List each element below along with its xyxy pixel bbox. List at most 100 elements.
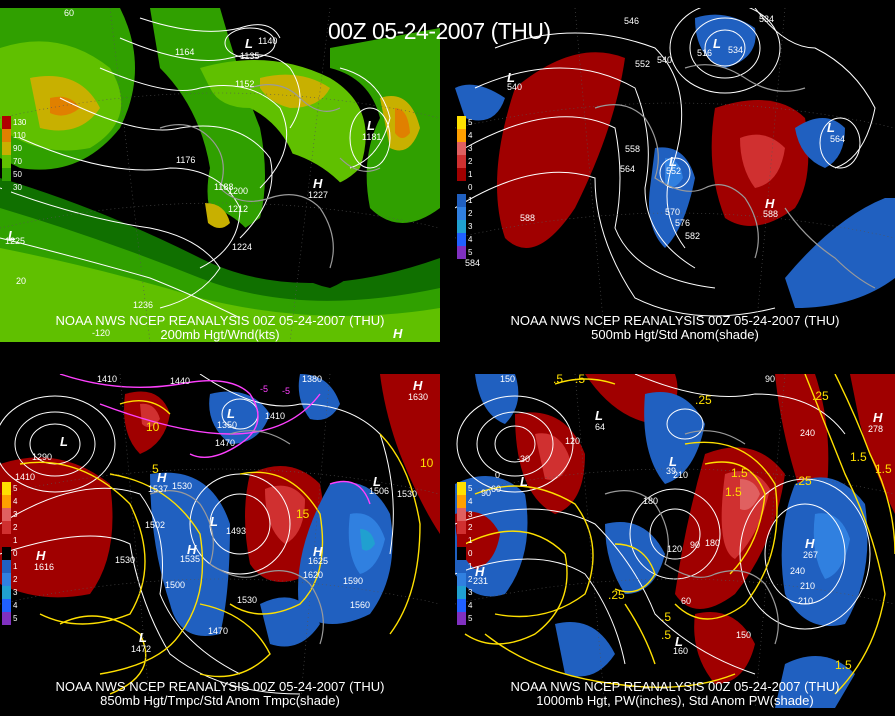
legend-swatch <box>457 560 466 573</box>
legend-label: 1 <box>13 536 18 545</box>
contour-label: 90 <box>765 374 776 384</box>
contour-label: 1140 <box>258 36 278 46</box>
legend-label: 5 <box>468 248 473 257</box>
center-value: 540 <box>507 82 523 92</box>
contour-label: 534 <box>728 45 744 55</box>
panel-500mb[interactable]: 5 4 3 2 1 0 1 2 3 4 5 546 534 552 540 51… <box>455 8 895 342</box>
contour-label: 150 <box>736 630 752 640</box>
legend-label: 4 <box>13 601 18 610</box>
pressure-center-low: L <box>245 36 253 51</box>
panel-200mb[interactable]: 130 110 90 70 50 30 60 -120 20 1164 1140… <box>0 8 440 342</box>
pressure-center-high: H <box>475 564 485 579</box>
center-value: 1630 <box>408 392 429 402</box>
legend-swatch <box>2 142 11 155</box>
legend-label: 30 <box>13 183 22 192</box>
pw-label: .25 <box>695 393 712 407</box>
legend-label: 0 <box>468 549 473 558</box>
contour-label: 1152 <box>235 79 255 89</box>
axis-label: -120 <box>92 328 111 338</box>
legend-swatch <box>2 116 11 129</box>
legend-label: 2 <box>468 575 473 584</box>
legend-swatch <box>457 194 466 207</box>
contour-label: 552 <box>635 59 651 69</box>
panel-field-caption: 200mb Hgt/Wnd(kts) <box>160 327 280 342</box>
pw-label: .25 <box>795 474 812 488</box>
panel-source-caption: NOAA NWS NCEP REANALYSIS 00Z 05-24-2007 … <box>55 679 385 694</box>
legend-label: 0 <box>468 183 473 192</box>
legend-label: 2 <box>468 157 473 166</box>
contour-label: 584 <box>465 258 481 268</box>
legend-label: 110 <box>13 131 26 140</box>
pressure-center-low: L <box>227 406 235 421</box>
legend-label: 1 <box>468 536 473 545</box>
pw-label: 1.5 <box>835 658 852 672</box>
legend-label: 3 <box>13 510 18 519</box>
contour-label: 180 <box>705 538 721 548</box>
axis-label: 60 <box>64 8 75 18</box>
pressure-center-low: L <box>669 154 677 169</box>
pressure-center-low: L <box>827 120 835 135</box>
axis-label: 20 <box>16 276 27 286</box>
pw-label: .5 <box>661 610 672 624</box>
legend-swatch <box>2 155 11 168</box>
temp-label: -5 <box>260 384 269 394</box>
legend-label: 5 <box>468 614 473 623</box>
legend-swatch <box>2 612 11 625</box>
legend-swatch <box>2 482 11 495</box>
legend-label: 50 <box>13 170 22 179</box>
center-value: 1350 <box>217 420 238 430</box>
contour-label: 1224 <box>232 242 253 252</box>
contour-label: 210 <box>798 596 814 606</box>
contour-label: 564 <box>620 164 636 174</box>
legend-label: 4 <box>468 601 473 610</box>
pressure-center-low: L <box>507 70 515 85</box>
contour-label: 1530 <box>172 481 193 491</box>
temp-label: 5 <box>152 462 159 476</box>
pressure-center-high: H <box>313 544 323 559</box>
contour-label: 1200 <box>228 186 249 196</box>
contour-label: 240 <box>800 428 816 438</box>
center-value: 1493 <box>226 526 247 536</box>
temp-label: 10 <box>420 456 434 470</box>
contour-label: 90 <box>481 488 492 498</box>
pressure-center-high: H <box>187 542 197 557</box>
contour-label: 1188 <box>214 182 234 192</box>
pressure-center-low: L <box>210 514 218 529</box>
center-value: 1506 <box>369 486 390 496</box>
legend-swatch <box>2 181 11 194</box>
map-200mb <box>0 8 440 342</box>
contour-label: 1530 <box>397 489 418 499</box>
legend-label: 1 <box>468 562 473 571</box>
legend-label: 4 <box>13 497 18 506</box>
legend-swatch <box>457 207 466 220</box>
legend-label: 1 <box>468 196 473 205</box>
contour-label: 534 <box>759 14 775 24</box>
legend-200mb: 130 110 90 70 50 30 <box>2 116 28 194</box>
pressure-center-low: L <box>669 454 677 469</box>
panel-850mb[interactable]: 5 4 3 2 1 0 1 2 3 4 5 1410 1440 1380 141… <box>0 374 440 708</box>
legend-label: 1 <box>468 170 473 179</box>
pressure-center-high: H <box>36 548 46 563</box>
pressure-center-low: L <box>595 408 603 423</box>
contour-label: 1500 <box>165 580 186 590</box>
contour-label: 1135 <box>240 51 260 61</box>
legend-label: 1 <box>13 562 18 571</box>
contour-label: 1530 <box>115 555 136 565</box>
pw-label: .5 <box>575 374 586 386</box>
pw-label: 1.5 <box>731 466 748 480</box>
map-850mb <box>0 374 440 708</box>
contour-label: 570 <box>665 207 681 217</box>
legend-swatch <box>457 521 466 534</box>
contour-label: 1410 <box>97 374 118 384</box>
legend-swatch <box>457 508 466 521</box>
contour-label: 1410 <box>15 472 36 482</box>
legend-swatch <box>457 534 466 547</box>
pw-label: .25 <box>812 389 829 403</box>
center-value: 1535 <box>180 554 201 564</box>
contour-label: 1560 <box>350 600 371 610</box>
panel-1000mb-pw[interactable]: 5 4 3 2 1 0 1 2 3 4 5 150 -30 0 60 90 12… <box>455 374 895 708</box>
legend-swatch <box>457 116 466 129</box>
contour-label: 546 <box>624 16 640 26</box>
contour-label: 150 <box>500 374 516 384</box>
legend-label: 4 <box>468 131 473 140</box>
